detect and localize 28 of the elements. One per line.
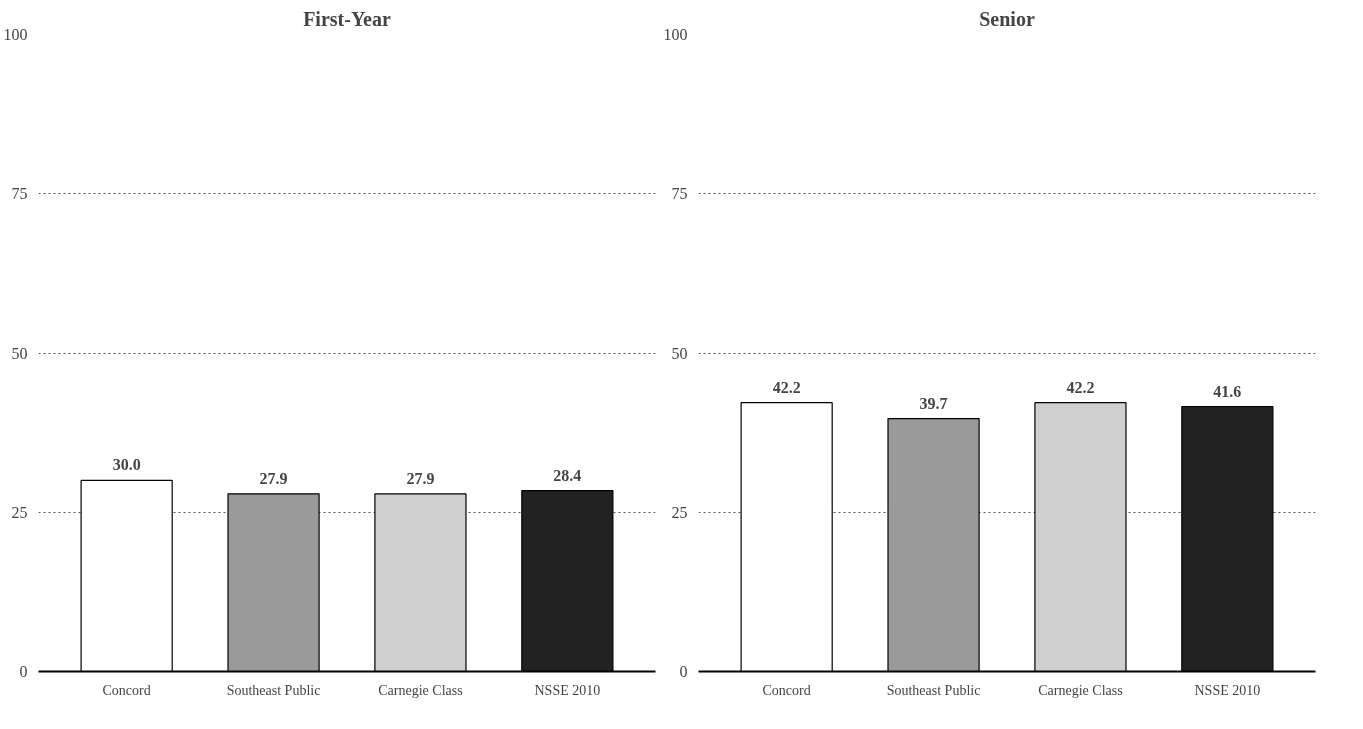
y-tick-label: 75 <box>671 185 688 203</box>
data-label: 42.2 <box>1066 378 1095 396</box>
x-tick-label: NSSE 2010 <box>1194 682 1261 698</box>
y-tick-label: 0 <box>679 663 688 680</box>
y-tick-label: 100 <box>3 26 28 43</box>
y-tick-label: 0 <box>19 663 28 680</box>
data-label: 42.2 <box>772 378 801 396</box>
data-label: 27.9 <box>259 469 288 487</box>
x-tick-label: Southeast Public <box>226 682 321 698</box>
data-label: 41.6 <box>1213 382 1242 400</box>
x-tick-label: Carnegie Class <box>1038 682 1123 698</box>
x-tick-label: Concord <box>102 682 151 698</box>
y-tick-label: 100 <box>663 26 688 43</box>
data-label: 28.4 <box>553 466 582 484</box>
y-tick-label: 50 <box>671 344 688 362</box>
x-tick-label: Southeast Public <box>886 682 981 698</box>
y-tick-label: 50 <box>11 344 28 362</box>
chart-title: Senior <box>979 7 1035 30</box>
y-tick-label: 25 <box>11 503 28 521</box>
data-label: 39.7 <box>919 394 948 412</box>
chart-title: First-Year <box>303 7 391 30</box>
data-label: 27.9 <box>406 469 435 487</box>
y-tick-label: 25 <box>671 503 688 521</box>
x-tick-label: NSSE 2010 <box>534 682 601 698</box>
x-tick-label: Concord <box>762 682 811 698</box>
x-tick-label: Carnegie Class <box>378 682 463 698</box>
data-label: 30.0 <box>112 456 141 474</box>
y-tick-label: 75 <box>11 185 28 203</box>
